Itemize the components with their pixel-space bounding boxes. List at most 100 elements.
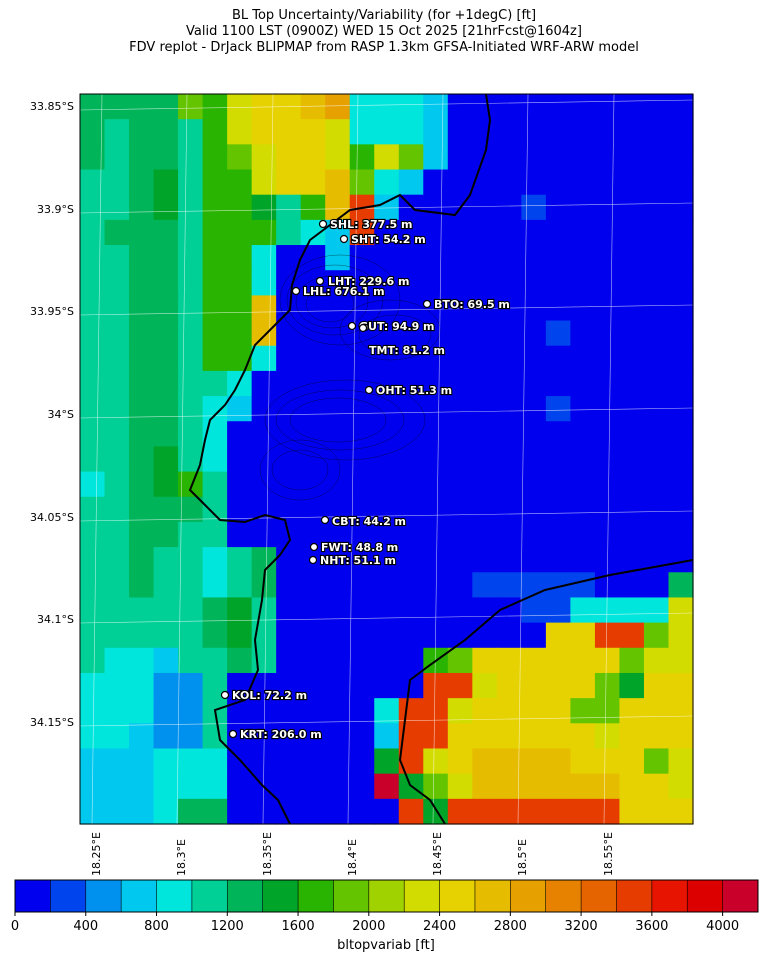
latitude-label: 34.15°S	[30, 716, 74, 729]
grid-cell	[447, 446, 473, 473]
grid-cell	[300, 572, 326, 599]
station-marker-tmt[interactable]	[358, 323, 368, 333]
grid-cell	[129, 194, 155, 221]
grid-cell	[325, 723, 351, 750]
grid-cell	[251, 245, 277, 271]
grid-cell	[545, 496, 571, 523]
grid-cell	[227, 169, 253, 196]
latitude-gridline	[79, 99, 694, 111]
grid-cell	[398, 698, 424, 724]
station-label-krt: KRT: 206.0 m	[240, 728, 322, 741]
grid-cell	[570, 295, 596, 322]
grid-cell	[374, 370, 400, 397]
station-marker-sht[interactable]	[339, 234, 349, 244]
grid-cell	[447, 748, 473, 775]
grid-cell	[300, 295, 326, 322]
grid-cell	[227, 144, 253, 171]
grid-cell	[153, 622, 179, 649]
grid-cell	[545, 723, 571, 750]
grid-cell	[496, 219, 522, 246]
grid-cell	[227, 295, 253, 322]
grid-cell	[668, 698, 694, 724]
grid-cell	[374, 597, 400, 624]
grid-cell	[447, 320, 473, 347]
grid-cell	[325, 194, 351, 221]
grid-cell	[104, 396, 130, 422]
grid-cell	[129, 471, 155, 498]
grid-cell	[325, 295, 351, 322]
station-marker-fwt[interactable]	[309, 542, 319, 552]
grid-cell	[619, 421, 645, 448]
grid-cell	[153, 295, 179, 322]
grid-cell	[521, 119, 547, 145]
grid-cell	[570, 572, 596, 599]
grid-cell	[349, 94, 375, 120]
grid-cell	[325, 622, 351, 649]
grid-cell	[594, 748, 621, 775]
grid-cell	[104, 446, 130, 473]
grid-cell	[668, 295, 694, 322]
station-marker-lht[interactable]	[315, 276, 325, 286]
grid-cell	[300, 396, 326, 422]
grid-cell	[472, 723, 498, 750]
grid-cell	[594, 698, 621, 724]
grid-cell	[325, 144, 351, 171]
grid-cell	[251, 194, 277, 221]
grid-cell	[129, 572, 155, 599]
grid-cell	[643, 672, 670, 699]
grid-cell	[300, 421, 326, 448]
station-marker-lhl[interactable]	[291, 286, 301, 296]
grid-cell	[325, 396, 351, 422]
station-marker-gut[interactable]	[347, 321, 357, 331]
grid-cell	[300, 320, 326, 347]
station-marker-kol[interactable]	[220, 690, 230, 700]
grid-cell	[570, 144, 596, 171]
grid-cell	[668, 345, 694, 372]
grid-cell	[276, 169, 302, 196]
grid-cell	[325, 169, 351, 196]
grid-cell	[202, 572, 228, 599]
longitude-label: 18.25°E	[90, 832, 103, 876]
grid-cell	[570, 647, 596, 674]
grid-cell	[398, 119, 424, 145]
longitude-label: 18.4°E	[346, 839, 359, 876]
grid-cell	[251, 547, 277, 573]
grid-cell	[104, 723, 130, 750]
grid-cell	[104, 572, 130, 599]
grid-cell	[447, 219, 473, 246]
grid-cell	[129, 698, 155, 724]
station-marker-cbt[interactable]	[320, 515, 330, 525]
grid-cell	[325, 345, 351, 372]
grid-cell	[496, 446, 522, 473]
grid-cell	[153, 370, 179, 397]
grid-cell	[349, 798, 375, 825]
grid-cell	[423, 798, 449, 825]
grid-cell	[178, 94, 204, 120]
station-marker-shl[interactable]	[318, 219, 328, 229]
grid-cell	[594, 597, 621, 624]
grid-cell	[447, 723, 473, 750]
colorbar-swatch	[191, 880, 228, 912]
grid-cell	[472, 270, 498, 296]
grid-cell	[594, 144, 621, 171]
grid-cell	[178, 496, 204, 523]
longitude-gridline	[432, 93, 444, 825]
grid-cell	[496, 471, 522, 498]
grid-cell	[325, 647, 351, 674]
station-marker-oht[interactable]	[364, 385, 374, 395]
grid-cell	[594, 370, 621, 397]
grid-cell	[423, 496, 449, 523]
map-area[interactable]: SHL: 377.5 m SHT: 54.2 m LHT: 229.6 mLHL: …	[79, 93, 694, 825]
grid-cell	[276, 320, 302, 347]
grid-cell	[276, 723, 302, 750]
grid-cell	[668, 798, 694, 825]
grid-cell	[153, 597, 179, 624]
grid-cell	[153, 396, 179, 422]
station-marker-krt[interactable]	[228, 729, 238, 739]
station-marker-nht[interactable]	[308, 555, 318, 565]
east-coastline	[398, 559, 694, 825]
grid-cell	[496, 119, 522, 145]
grid-cell	[643, 119, 670, 145]
station-marker-bto[interactable]	[422, 299, 432, 309]
grid-cell	[643, 748, 670, 775]
